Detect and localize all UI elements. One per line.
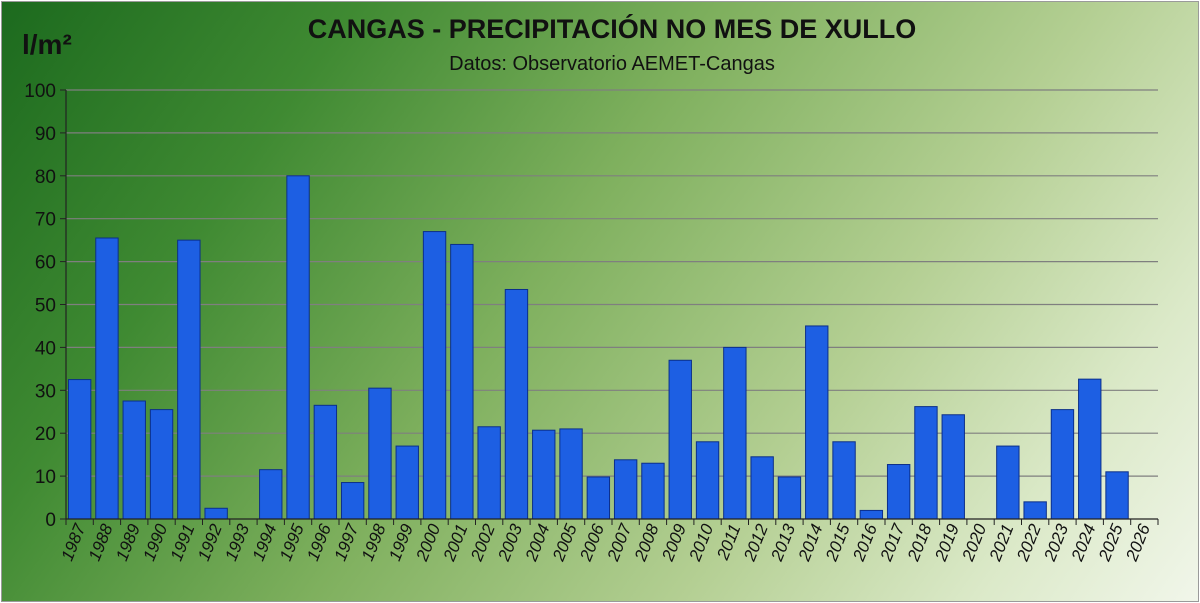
x-tick-label: 2023	[1040, 521, 1072, 565]
chart-title: CANGAS - PRECIPITACIÓN NO MES DE XULLO	[308, 13, 917, 44]
y-tick-label: 60	[35, 253, 56, 274]
bar-2018	[914, 406, 938, 520]
x-tick-label: 2025	[1095, 521, 1127, 565]
bar-1999	[395, 445, 419, 520]
x-tick-label: 2014	[794, 521, 826, 564]
bar-2003	[504, 288, 529, 520]
bar-1989	[122, 400, 146, 520]
bar-1987	[67, 379, 92, 520]
bar-2014	[805, 325, 829, 520]
bar-2023	[1050, 409, 1075, 520]
y-axis-ticks: 0 10 20 30 40 50 60 70 80 90 100	[24, 81, 66, 531]
y-tick-label: 30	[35, 381, 56, 402]
bar-1997	[340, 482, 365, 520]
y-tick-label: 90	[35, 124, 56, 145]
bar-2011	[723, 346, 747, 520]
bar-2010	[695, 441, 720, 520]
bar-2001	[450, 243, 474, 520]
bar-2008	[641, 462, 665, 520]
x-tick-label: 2005	[549, 521, 581, 565]
bar-2009	[668, 359, 692, 520]
x-tick-label: 2020	[958, 521, 990, 565]
bar-1996	[313, 404, 338, 520]
bar-2002	[477, 426, 501, 520]
bar-2005	[559, 428, 583, 520]
x-tick-label: 2016	[849, 521, 881, 565]
bar-2012	[750, 456, 774, 520]
x-tick-label: 2002	[467, 521, 499, 565]
bar-2024	[1078, 378, 1102, 520]
bar-1998	[368, 387, 392, 520]
x-tick-label: 2004	[521, 521, 553, 564]
bar-2013	[777, 476, 802, 520]
bar-2004	[532, 429, 556, 520]
x-tick-label: 2022	[1013, 521, 1045, 565]
bar-2021	[996, 445, 1020, 520]
x-tick-label: 2013	[767, 521, 799, 565]
x-tick-label: 2018	[903, 521, 935, 565]
y-tick-label: 70	[35, 210, 56, 231]
x-tick-label: 2019	[931, 521, 963, 565]
y-tick-label: 40	[35, 338, 56, 359]
bar-2025	[1105, 471, 1129, 520]
bar-1988	[95, 237, 119, 520]
bar-2007	[613, 459, 638, 520]
bar-2017	[886, 464, 911, 520]
bars	[67, 175, 1129, 520]
x-tick-label: 2000	[412, 521, 444, 565]
x-tick-label: 2007	[603, 521, 635, 565]
gridlines	[66, 89, 1158, 477]
bar-1995	[286, 175, 310, 520]
bar-2000	[422, 231, 447, 520]
x-tick-label: 2015	[822, 521, 854, 565]
bar-1994	[259, 469, 283, 520]
x-tick-label: 2001	[439, 521, 471, 564]
y-tick-label: 20	[35, 424, 56, 445]
x-tick-label: 2010	[685, 521, 717, 565]
x-tick-label: 2003	[494, 521, 526, 565]
y-tick-label: 0	[45, 510, 56, 531]
bar-2015	[832, 441, 856, 520]
x-tick-label: 2026	[1122, 521, 1154, 565]
bar-2019	[941, 414, 965, 520]
x-axis-ticks: 1987198819891990199119921993199419951996…	[58, 519, 1159, 565]
bar-2022	[1023, 501, 1047, 520]
y-tick-label: 10	[35, 467, 56, 488]
y-tick-label: 100	[24, 81, 56, 102]
x-tick-label: 2017	[876, 521, 908, 565]
y-tick-label: 50	[35, 296, 56, 317]
x-tick-label: 2021	[985, 521, 1017, 564]
bar-1991	[177, 239, 201, 520]
bar-2006	[586, 476, 611, 520]
chart-subtitle: Datos: Observatorio AEMET-Cangas	[449, 53, 775, 75]
bar-1990	[149, 409, 174, 520]
y-axis-label: l/m²	[22, 29, 72, 60]
x-tick-label: 2008	[630, 521, 662, 565]
bar-2016	[859, 509, 884, 520]
x-tick-label: 2024	[1067, 521, 1099, 564]
y-tick-label: 80	[35, 167, 56, 188]
x-tick-label: 2009	[658, 521, 690, 565]
x-tick-label: 2006	[576, 521, 608, 565]
x-tick-label: 2012	[740, 521, 772, 565]
bar-1992	[204, 507, 228, 520]
